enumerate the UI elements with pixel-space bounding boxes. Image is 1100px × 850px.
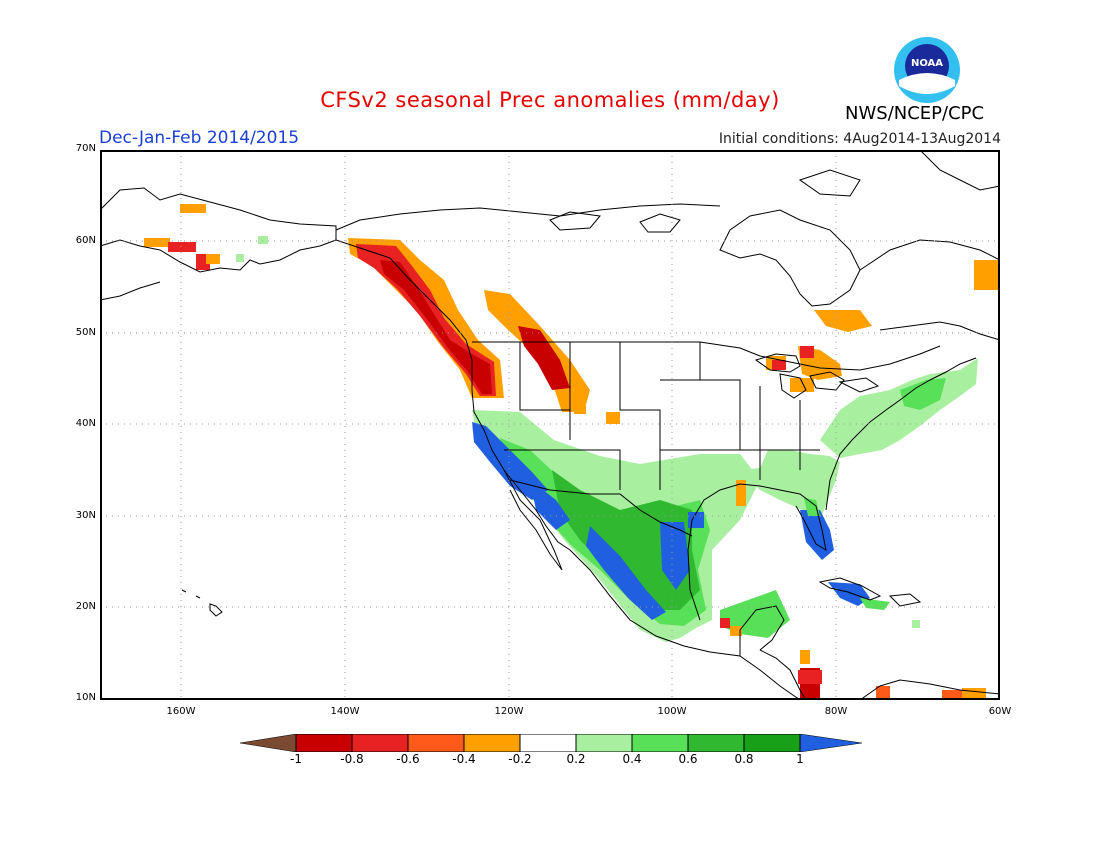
lat-label: 50N [75,327,96,338]
lon-label: 120W [494,706,524,717]
lon-label: 160W [166,706,196,717]
noaa-logo: NOAA [894,37,960,103]
colorbar-segment [688,734,744,752]
colorbar-label: -0.2 [508,752,532,766]
colorbar-label: 1 [796,752,804,766]
lat-label: 60N [75,235,96,246]
forecast-period: Dec-Jan-Feb 2014/2015 [99,128,300,148]
colorbar-segment [464,734,520,752]
colorbar-label: -1 [290,752,302,766]
colorbar [240,734,862,752]
anomaly-map [100,150,1000,700]
colorbar-label: 0.2 [566,752,586,766]
colorbar-segment [632,734,688,752]
lat-label: 20N [75,601,96,612]
lat-label: 40N [75,418,96,429]
colorbar-label: 0.8 [734,752,754,766]
coastlines [100,150,1000,700]
lon-label: 100W [657,706,687,717]
colorbar-label: 0.6 [678,752,698,766]
colorbar-segment [296,734,352,752]
colorbar-label: 0.4 [622,752,642,766]
colorbar-segment [520,734,576,752]
lon-label: 60W [988,706,1012,717]
colorbar-label: -0.6 [396,752,420,766]
colorbar-segment [799,734,862,752]
anomaly-fields [144,204,1000,700]
colorbar-segment [576,734,632,752]
colorbar-label: -0.8 [340,752,364,766]
lat-label: 70N [75,143,96,154]
lat-label: 10N [75,692,96,703]
graticule [100,150,1000,700]
lon-label: 80W [824,706,848,717]
lon-label: 140W [330,706,360,717]
colorbar-segment [352,734,408,752]
colorbar-segment [744,734,800,752]
agency-label: NWS/NCEP/CPC [845,103,985,124]
colorbar-label: -0.4 [452,752,476,766]
colorbar-segment [240,734,297,752]
lat-label: 30N [75,510,96,521]
logo-text: NOAA [911,58,943,69]
colorbar-segment [408,734,464,752]
map-title: CFSv2 seasonal Prec anomalies (mm/day) [320,88,780,112]
initial-conditions: Initial conditions: 4Aug2014-13Aug2014 [718,131,1001,147]
